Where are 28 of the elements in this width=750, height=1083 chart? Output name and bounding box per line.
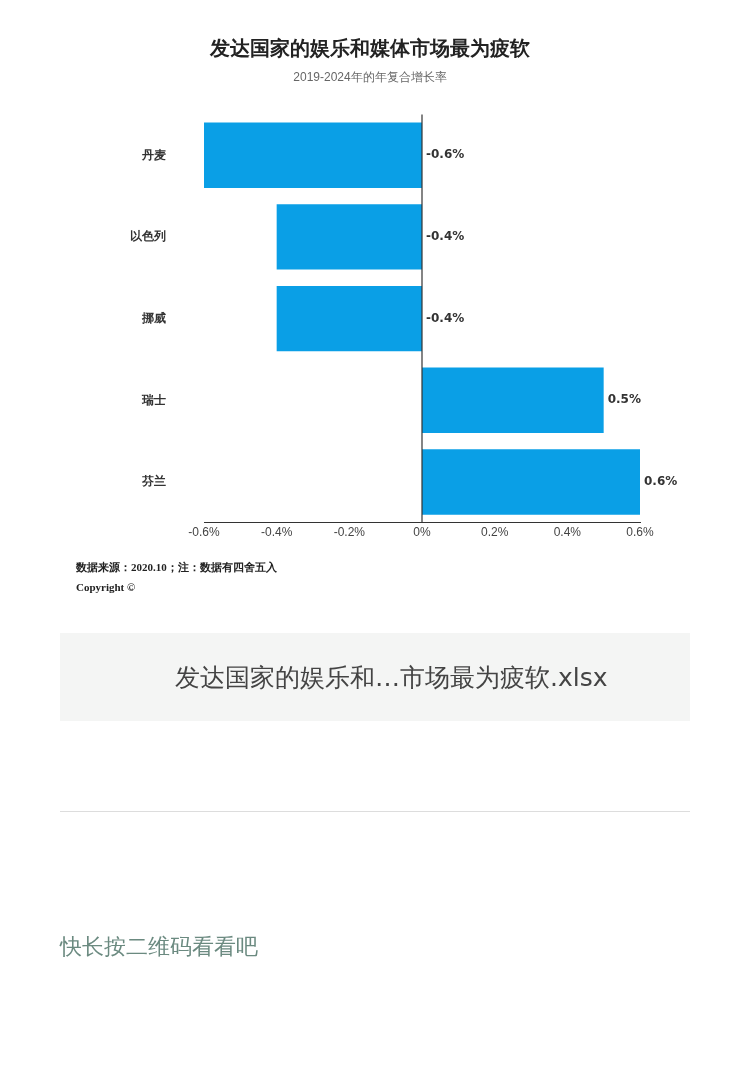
bar bbox=[276, 204, 422, 270]
bar bbox=[422, 449, 640, 515]
data-label: 0.6% bbox=[644, 474, 678, 489]
x-tick-label: -0.4% bbox=[260, 525, 293, 540]
y-tick-label: 丹麦 bbox=[141, 147, 166, 162]
bar bbox=[276, 285, 422, 352]
data-label: 0.5% bbox=[607, 392, 641, 407]
x-tick-label: 0% bbox=[413, 525, 431, 540]
chart-title: 发达国家的娱乐和媒体市场最为疲软 bbox=[209, 36, 530, 61]
data-label: -0.4% bbox=[426, 310, 465, 325]
y-tick-label: 瑞士 bbox=[141, 392, 166, 407]
source-note: 数据来源：2020.10；注：数据有四舍五入 bbox=[76, 560, 278, 575]
data-label: -0.6% bbox=[426, 147, 465, 162]
text: 发达国家的娱乐和…市场最为疲软.xlsx bbox=[175, 661, 608, 694]
x-tick-label: -0.6% bbox=[188, 525, 220, 540]
bar bbox=[422, 367, 604, 433]
y-tick-label: 芬兰 bbox=[141, 474, 166, 489]
bar bbox=[204, 122, 422, 188]
text: 快长按二维码看看吧 bbox=[60, 933, 259, 961]
y-tick-label: 以色列 bbox=[130, 229, 166, 244]
x-tick-label: 0.6% bbox=[626, 525, 654, 540]
y-tick-label: 挪威 bbox=[141, 310, 166, 325]
data-label: -0.4% bbox=[426, 229, 465, 244]
text: Copyright © bbox=[76, 581, 137, 593]
x-tick-label: -0.2% bbox=[333, 525, 366, 540]
x-tick-label: 0.4% bbox=[553, 525, 582, 540]
x-tick-label: 0.2% bbox=[480, 525, 509, 540]
chart-subtitle: 2019-2024年的年复合增长率 bbox=[293, 69, 447, 84]
